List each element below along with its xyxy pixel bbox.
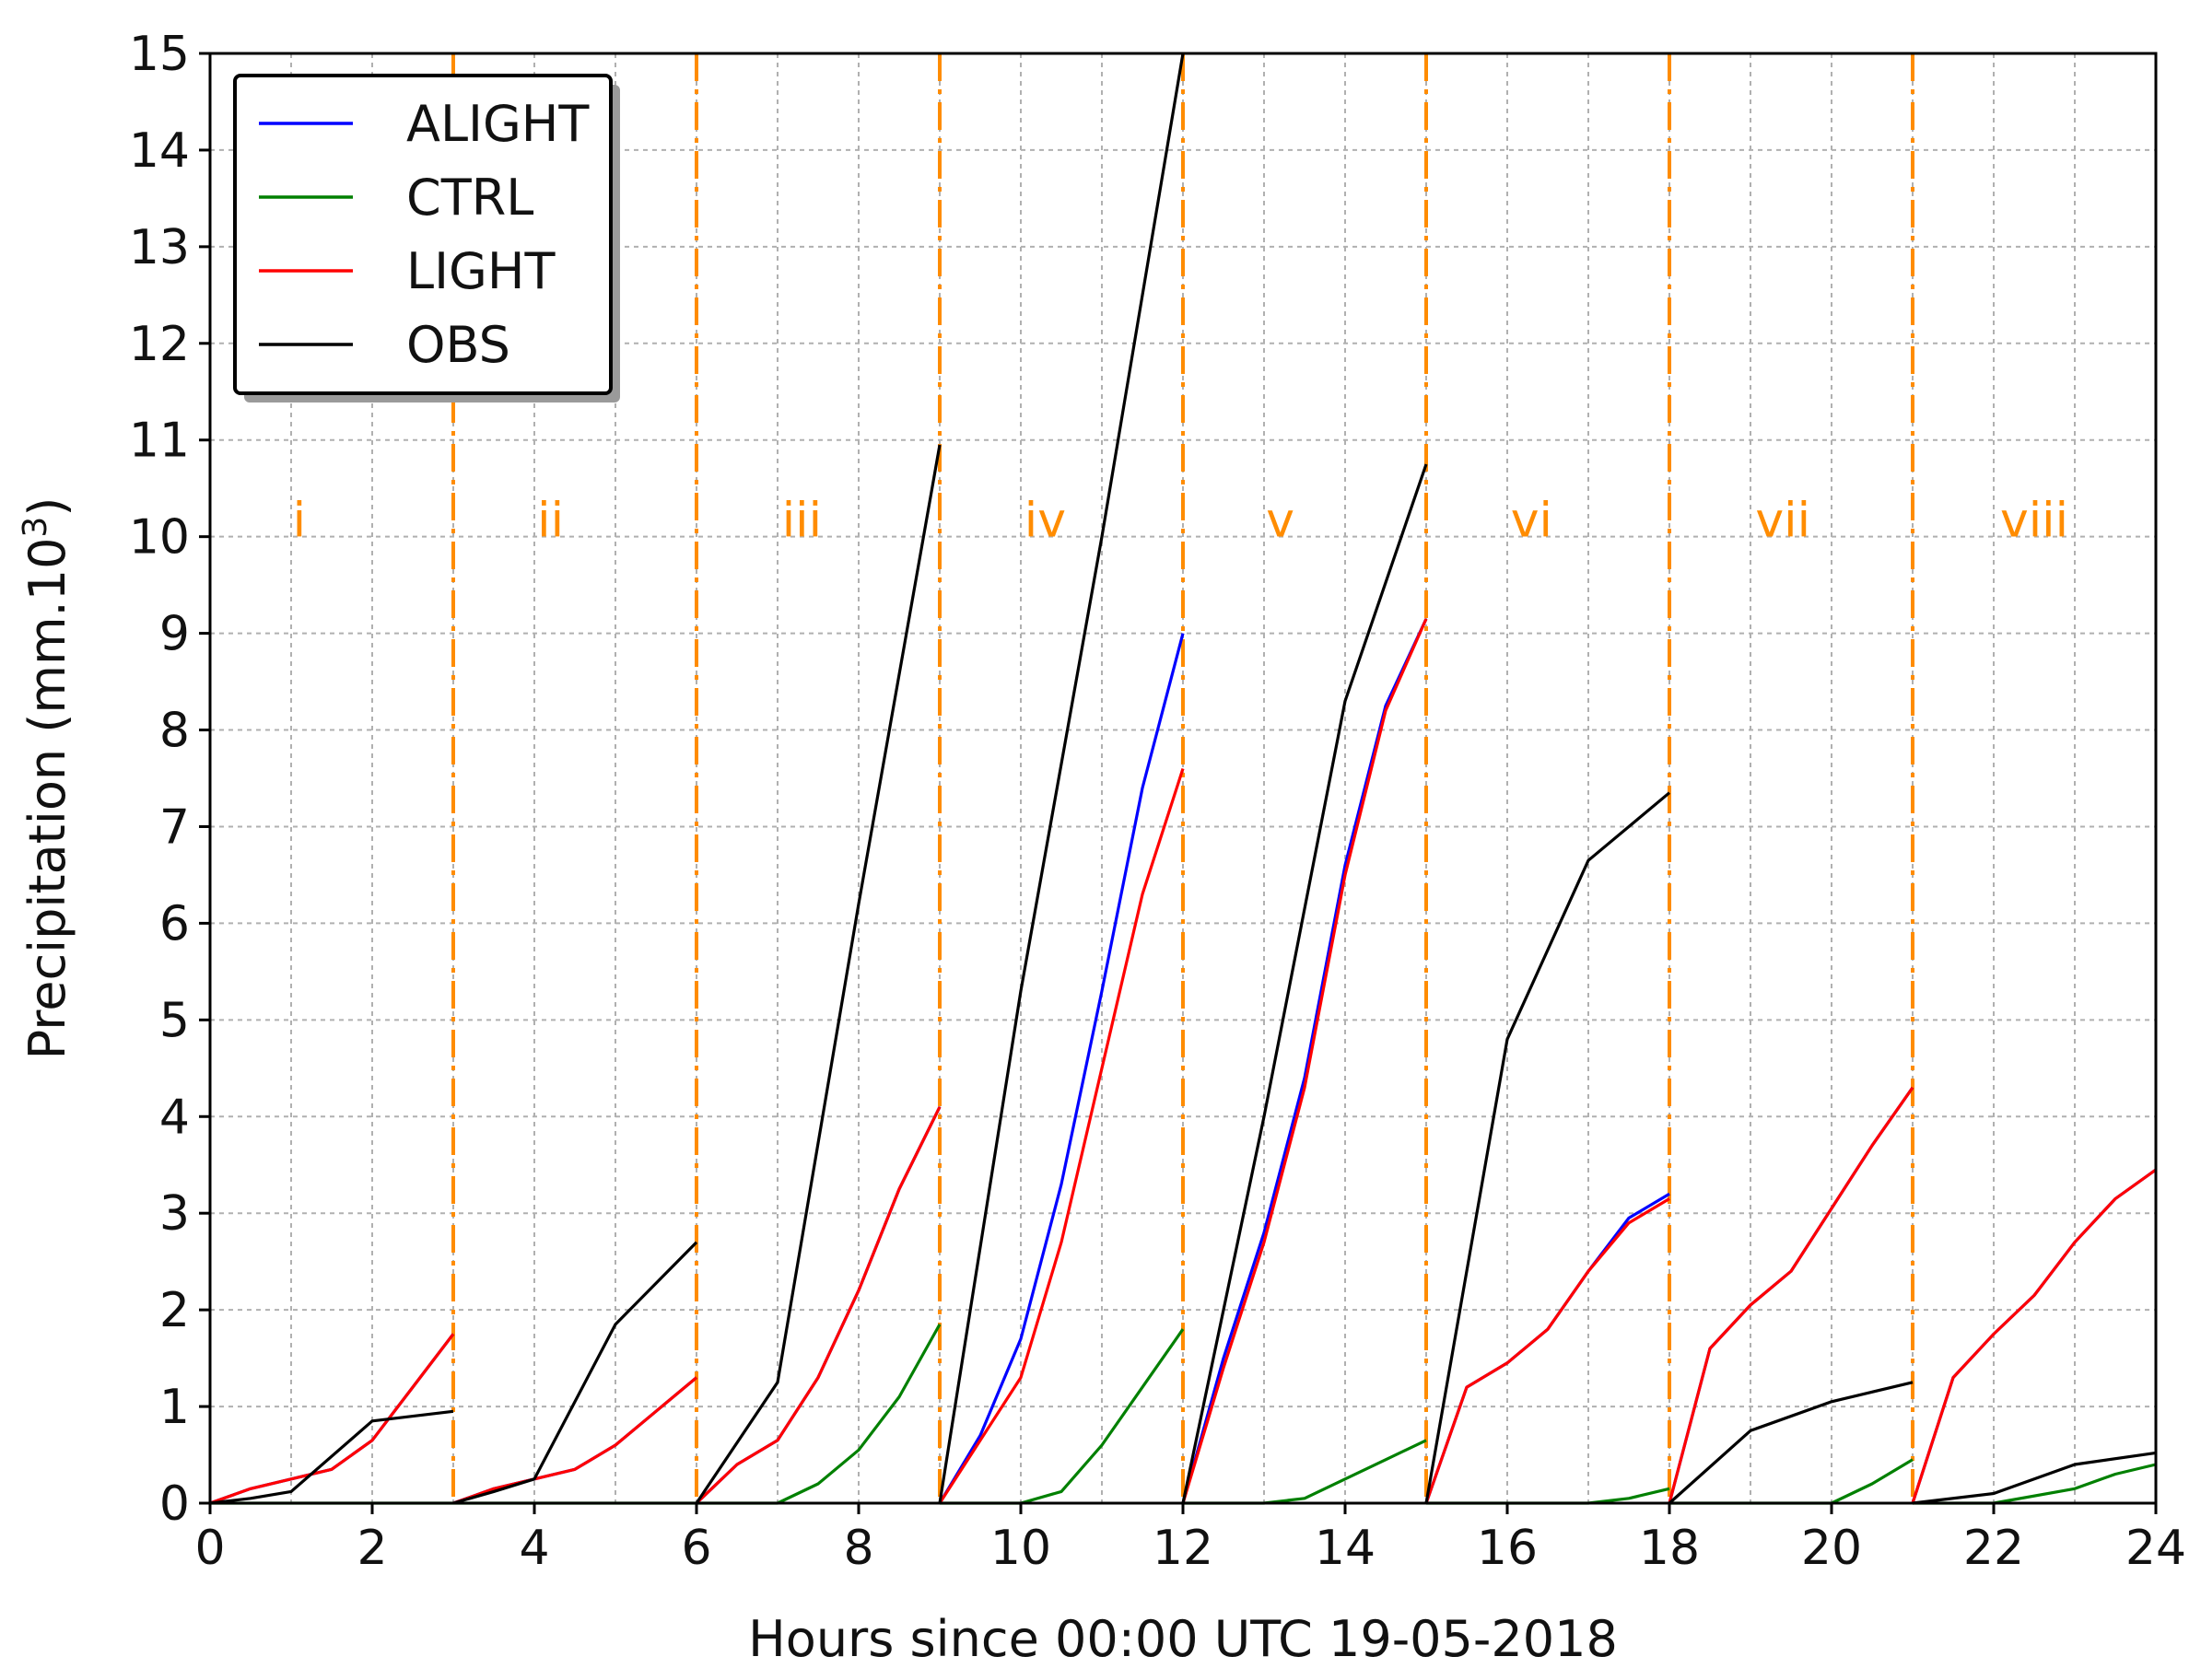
legend-box (233, 74, 613, 395)
period-label: iv (1024, 494, 1066, 549)
x-tick-label: 14 (1315, 1521, 1376, 1576)
y-axis-title: Precipitation (mm.103) (17, 497, 77, 1060)
x-tick-label: 6 (681, 1521, 711, 1576)
period-label: v (1266, 494, 1294, 549)
period-label: viii (2000, 494, 2068, 549)
y-tick-label: 1 (159, 1380, 190, 1435)
x-tick-label: 20 (1801, 1521, 1862, 1576)
series-line-light (1668, 1086, 1914, 1504)
x-axis-title: Hours since 00:00 UTC 19-05-2018 (748, 1610, 1618, 1668)
x-tick-label: 2 (357, 1521, 387, 1576)
x-tick-label: 16 (1477, 1521, 1538, 1576)
period-label: i (293, 494, 306, 549)
y-axis-title-superscript: 3 (17, 517, 54, 538)
series-line-light (209, 1333, 455, 1505)
series-line-obs (1668, 1381, 1914, 1505)
series-line-obs (1424, 791, 1671, 1504)
y-tick-label: 13 (129, 220, 190, 275)
y-tick-label: 11 (129, 414, 190, 469)
series-line-light (938, 768, 1185, 1504)
period-label: vii (1755, 494, 1810, 549)
x-tick-label: 18 (1639, 1521, 1700, 1576)
series-line-obs (695, 444, 942, 1504)
y-tick-label: 8 (159, 704, 190, 759)
y-tick-label: 14 (129, 123, 190, 179)
y-tick-label: 9 (159, 607, 190, 662)
y-tick-label: 6 (159, 896, 190, 951)
y-tick-label: 2 (159, 1283, 190, 1338)
y-tick-label: 7 (159, 799, 190, 855)
series-light (209, 618, 2157, 1505)
y-tick-label: 0 (159, 1476, 190, 1532)
period-label: vi (1511, 494, 1552, 549)
series-obs (209, 52, 2157, 1505)
x-tick-label: 8 (843, 1521, 873, 1576)
period-label: iii (782, 494, 822, 549)
legend-item-alight: ALIGHT (259, 95, 590, 153)
x-tick-label: 22 (1963, 1521, 2024, 1576)
legend: ALIGHT CTRL LIGHT OBS (233, 74, 620, 402)
series-line-obs (209, 1409, 454, 1505)
legend-label: CTRL (406, 169, 533, 227)
legend-item-light: LIGHT (259, 242, 556, 300)
x-tick-label: 10 (990, 1521, 1051, 1576)
y-tick-label: 15 (129, 27, 190, 82)
series-line-obs (452, 1241, 698, 1505)
y-tick-label: 5 (159, 993, 190, 1048)
y-tick-label: 10 (129, 510, 190, 566)
x-tick-label: 0 (194, 1521, 225, 1576)
x-tick-label: 24 (2125, 1521, 2186, 1576)
period-boundaries (451, 53, 1914, 1503)
y-tick-label: 12 (129, 317, 190, 372)
series-line-light (695, 1106, 942, 1505)
legend-label: LIGHT (406, 242, 556, 300)
period-labels: i ii iii iv v vi vii viii (293, 494, 2068, 549)
legend-item-obs: OBS (259, 316, 510, 374)
x-tick-labels: 0 2 4 6 8 10 12 14 16 18 20 22 24 (194, 1521, 2186, 1576)
legend-label: ALIGHT (406, 95, 590, 153)
series-line-obs (1181, 463, 1428, 1504)
axis-ticks (199, 52, 2158, 1514)
series-line-light (1911, 1168, 2157, 1504)
series-line-light (1424, 1197, 1670, 1504)
series-line-alight (1181, 618, 1428, 1504)
data-series (209, 52, 2157, 1505)
series-line-obs (1912, 1451, 2157, 1505)
period-label: ii (537, 494, 564, 549)
x-tick-label: 12 (1153, 1521, 1213, 1576)
series-line-obs (938, 52, 1185, 1504)
legend-item-ctrl: CTRL (259, 169, 533, 227)
series-line-light (452, 1376, 698, 1505)
y-tick-label: 4 (159, 1090, 190, 1145)
y-axis-title-suffix: ) (18, 497, 76, 517)
series-line-alight (938, 633, 1185, 1504)
legend-label: OBS (406, 316, 510, 374)
y-axis-title-main: Precipitation (mm.10 (18, 538, 76, 1060)
series-line-light (1181, 618, 1428, 1504)
y-tick-label: 3 (159, 1186, 190, 1242)
x-tick-label: 4 (519, 1521, 549, 1576)
